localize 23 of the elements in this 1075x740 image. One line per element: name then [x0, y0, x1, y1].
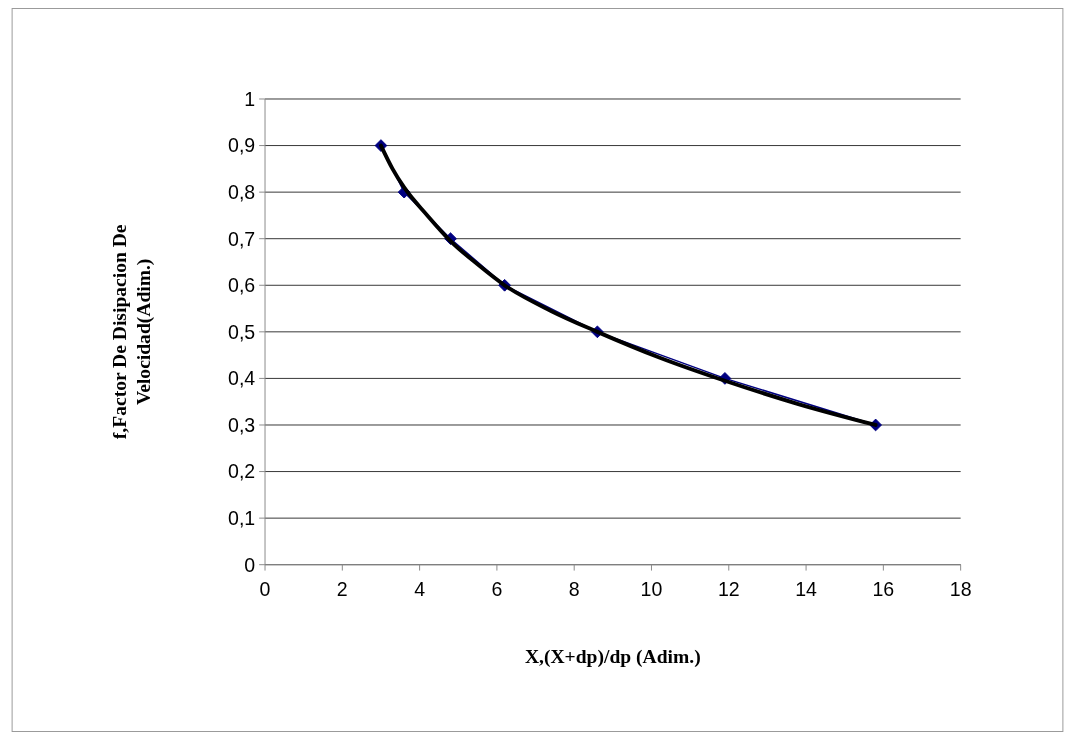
y-tick-label: 0,6 — [228, 274, 256, 297]
y-tick-label: 0,3 — [228, 413, 256, 436]
x-tick-label: 0 — [259, 578, 271, 601]
x-tick-label: 16 — [872, 578, 895, 601]
x-tick-label: 4 — [414, 578, 426, 601]
y-axis-title: f,Factor De Disipacion De Velocidad(Adim.) — [109, 224, 155, 440]
x-tick-label: 14 — [795, 578, 818, 601]
y-tick-label: 0,2 — [228, 460, 256, 483]
x-axis-title: X,(X+dp)/dp (Adim.) — [524, 645, 701, 668]
y-tick-label: 0,8 — [228, 180, 256, 203]
y-tick-label: 0 — [244, 553, 256, 576]
x-tick-label: 8 — [568, 578, 580, 601]
y-tick-label: 0,7 — [228, 227, 256, 250]
y-tick-label: 0,1 — [228, 506, 256, 529]
x-tick-label: 10 — [640, 578, 663, 601]
x-tick-label: 2 — [336, 578, 348, 601]
x-tick-label: 18 — [949, 578, 972, 601]
y-tick-label: 1 — [244, 87, 256, 110]
x-tick-label: 12 — [717, 578, 740, 601]
y-tick-label: 0,4 — [228, 367, 256, 390]
y-tick-label: 0,5 — [228, 320, 256, 343]
y-tick-label: 0,9 — [228, 134, 256, 157]
x-tick-label: 6 — [491, 578, 503, 601]
